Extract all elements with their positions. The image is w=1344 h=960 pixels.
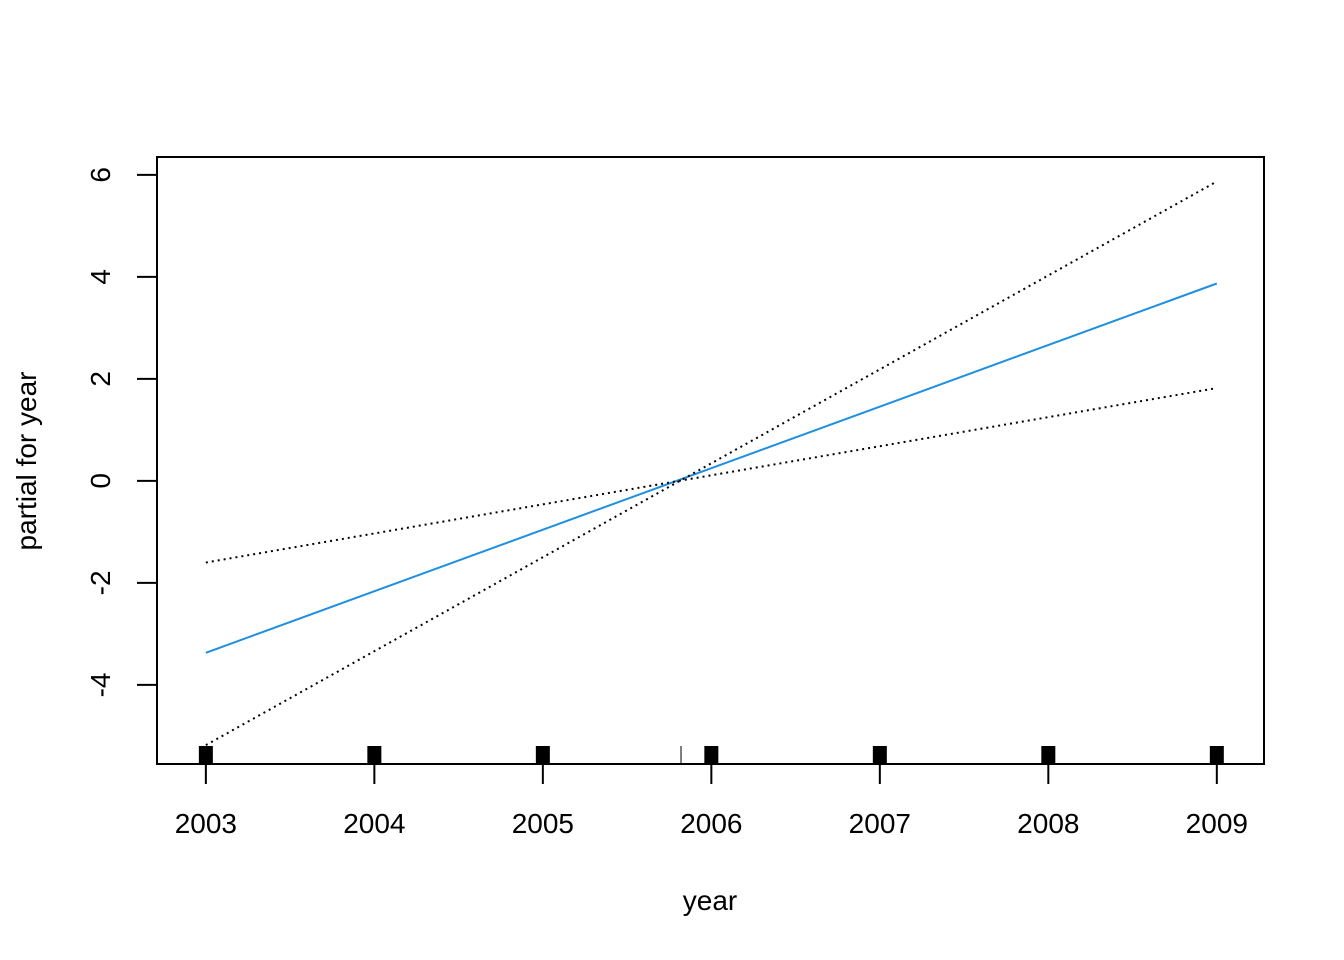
y-tick-label: -4 (85, 672, 116, 697)
y-tick-label: 6 (85, 167, 116, 183)
series-fit (205, 282, 1218, 654)
series-lower-band (205, 387, 1217, 564)
rug-marks (198, 746, 1224, 764)
rug-mark (198, 746, 213, 764)
y-tick-label: 2 (85, 371, 116, 387)
x-axis: 2003 2004 2005 2006 2007 2008 2009 (175, 763, 1248, 839)
series-upper-band (205, 180, 1218, 747)
rug-mark (535, 746, 550, 764)
x-tick-label: 2008 (1017, 808, 1079, 839)
series-lines (205, 180, 1218, 747)
x-tick-label: 2006 (680, 808, 742, 839)
x-tick-label: 2003 (175, 808, 237, 839)
y-tick-label: -2 (85, 570, 116, 595)
x-axis-title: year (683, 885, 737, 916)
rug-mark (680, 746, 682, 764)
x-tick-label: 2004 (343, 808, 405, 839)
x-tick-label: 2009 (1186, 808, 1248, 839)
rug-mark (1209, 746, 1224, 764)
y-tick-label: 0 (85, 473, 116, 489)
x-tick-label: 2005 (512, 808, 574, 839)
x-tick-label: 2007 (849, 808, 911, 839)
rug-mark (704, 746, 719, 764)
y-axis-title: partial for year (11, 372, 42, 551)
rug-mark (1041, 746, 1056, 764)
rug-mark (367, 746, 382, 764)
rug-mark (872, 746, 887, 764)
y-axis: -4 -2 0 2 4 6 (85, 167, 158, 697)
y-tick-label: 4 (85, 269, 116, 285)
